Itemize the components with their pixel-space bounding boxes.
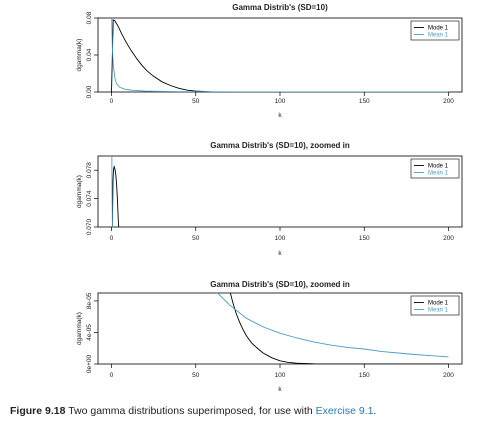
y-tick-label: 0.078 bbox=[86, 162, 93, 179]
x-tick-label: 150 bbox=[359, 98, 370, 105]
series-line-mean-1 bbox=[111, 156, 113, 227]
legend-label: Mean 1 bbox=[428, 33, 449, 39]
plot-frame bbox=[97, 155, 463, 228]
y-tick-label: 8e-05 bbox=[86, 292, 93, 309]
x-axis-label: k bbox=[278, 250, 282, 257]
plot-frame bbox=[97, 17, 463, 93]
legend-box bbox=[410, 158, 460, 179]
y-axis-label: dgamma(k) bbox=[76, 312, 83, 345]
x-tick-label: 0 bbox=[110, 235, 114, 242]
y-tick-label: 0.074 bbox=[86, 190, 93, 207]
x-tick-label: 150 bbox=[359, 235, 370, 242]
y-tick-label: 0.08 bbox=[86, 11, 93, 24]
legend-label: Mean 1 bbox=[428, 308, 449, 314]
x-tick-label: 100 bbox=[275, 98, 286, 105]
x-tick-label: 150 bbox=[359, 372, 370, 379]
x-tick-label: 200 bbox=[443, 372, 454, 379]
x-axis-label: k bbox=[278, 386, 282, 393]
x-tick-label: 0 bbox=[110, 372, 114, 379]
legend-box bbox=[410, 295, 460, 316]
x-tick-label: 50 bbox=[192, 372, 200, 379]
legend-box bbox=[410, 20, 460, 41]
y-tick-label: 0e+00 bbox=[86, 354, 93, 373]
y-axis-label: dgamma(k) bbox=[76, 175, 83, 208]
y-tick-label: 0.04 bbox=[86, 48, 93, 61]
plot-frame bbox=[97, 292, 463, 365]
caption-end: . bbox=[373, 405, 377, 417]
x-tick-label: 100 bbox=[275, 372, 286, 379]
series-line-mode-1 bbox=[111, 165, 120, 227]
figure-caption: Figure 9.18 Two gamma distributions supe… bbox=[10, 405, 495, 417]
x-tick-label: 200 bbox=[443, 235, 454, 242]
caption-label: Figure 9.18 bbox=[10, 405, 66, 417]
x-axis-label: k bbox=[278, 112, 282, 119]
caption-text: Two gamma distributions superimposed, fo… bbox=[68, 405, 313, 417]
legend-label: Mean 1 bbox=[428, 171, 449, 177]
legend-label: Mode 1 bbox=[428, 164, 449, 170]
series-line-mean-1 bbox=[111, 18, 449, 92]
chart-title: Gamma Distrib's (SD=10) bbox=[232, 3, 328, 12]
x-tick-label: 200 bbox=[443, 98, 454, 105]
x-tick-label: 100 bbox=[275, 235, 286, 242]
chart-title: Gamma Distrib's (SD=10), zoomed in bbox=[210, 141, 350, 150]
y-tick-label: 4e-05 bbox=[86, 324, 93, 341]
x-tick-label: 0 bbox=[110, 98, 114, 105]
figure-canvas: Gamma Distrib's (SD=10) 0 50 100 150 200 0.00 0… bbox=[76, 3, 463, 393]
x-tick-label: 50 bbox=[192, 98, 200, 105]
x-tick-label: 50 bbox=[192, 235, 200, 242]
chart-title: Gamma Distrib's (SD=10), zoomed in bbox=[210, 280, 350, 289]
legend-label: Mode 1 bbox=[428, 26, 449, 32]
y-axis-label: dgamma(k) bbox=[76, 39, 83, 72]
series-line-mode-1 bbox=[229, 293, 449, 364]
exercise-link[interactable]: Exercise 9.1 bbox=[315, 405, 374, 417]
legend-label: Mode 1 bbox=[428, 301, 449, 307]
y-tick-label: 0.00 bbox=[86, 85, 93, 98]
chart-panel-1: Gamma Distrib's (SD=10) 0 50 100 150 200 0.00 0… bbox=[76, 3, 463, 119]
series-line-mode-1 bbox=[111, 19, 449, 92]
chart-panel-3: Gamma Distrib's (SD=10), zoomed in 0 50 100… bbox=[76, 280, 463, 393]
chart-panel-2: Gamma Distrib's (SD=10), zoomed in 0 50 100… bbox=[76, 141, 463, 257]
series-line-mean-1 bbox=[216, 293, 449, 358]
y-tick-label: 0.070 bbox=[86, 218, 93, 235]
